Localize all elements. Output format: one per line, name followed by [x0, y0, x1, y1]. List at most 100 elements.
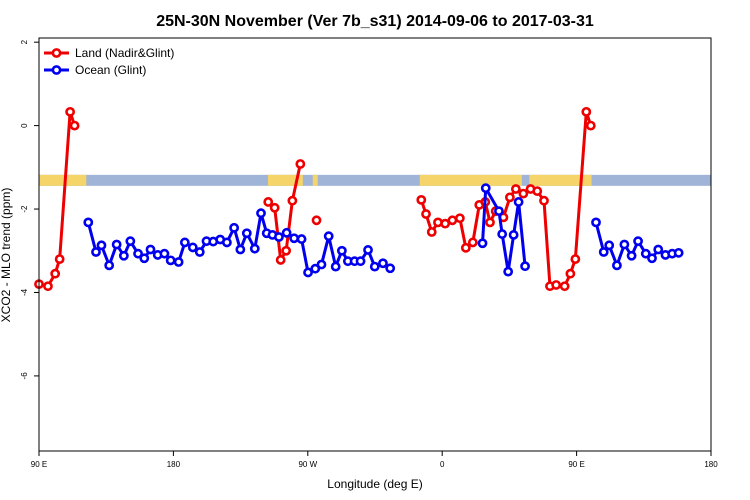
data-point — [604, 240, 615, 251]
data-point — [369, 261, 380, 272]
data-point — [145, 244, 156, 255]
data-point — [69, 120, 80, 131]
y-tick-label: 0 — [20, 123, 29, 128]
ocean-band — [39, 174, 711, 186]
data-point — [363, 245, 373, 255]
y-tick-label: -6 — [20, 372, 29, 380]
land-band-segment — [529, 174, 592, 186]
data-point — [426, 227, 437, 237]
data-point — [494, 206, 504, 217]
data-point — [539, 195, 549, 206]
data-point — [416, 194, 427, 205]
data-point — [50, 268, 61, 279]
legend-marker — [51, 48, 62, 58]
data-point — [139, 253, 150, 264]
data-point — [497, 229, 508, 239]
data-point — [222, 237, 232, 248]
x-axis-label: Longitude (deg E) — [327, 477, 422, 491]
data-point — [626, 250, 637, 261]
data-point — [118, 250, 129, 261]
land-ocean-band — [39, 174, 711, 186]
data-point — [565, 268, 576, 279]
data-point — [477, 238, 488, 249]
data-point — [179, 237, 190, 248]
data-point — [467, 237, 478, 248]
data-point — [570, 254, 581, 265]
legend: Land (Nadir&Glint) Ocean (Glint) — [44, 46, 174, 77]
y-tick-label: 2 — [20, 39, 29, 44]
data-point — [235, 244, 246, 255]
data-point — [287, 195, 298, 206]
legend-marker — [51, 65, 62, 75]
x-tick-label: 180 — [167, 460, 181, 469]
data-point — [311, 215, 322, 226]
y-axis-label: XCO2 - MLO trend (ppm) — [0, 188, 13, 323]
data-point — [316, 259, 327, 270]
data-point — [532, 186, 543, 197]
data-point — [295, 159, 306, 169]
data-point — [263, 197, 274, 207]
data-point — [256, 208, 266, 219]
data-point — [323, 231, 334, 242]
x-tick-label: 0 — [440, 460, 445, 469]
x-tick-label: 90 E — [31, 460, 47, 469]
land-band-segment — [267, 174, 303, 186]
data-point — [91, 247, 101, 257]
data-point — [551, 280, 562, 290]
data-point — [559, 281, 570, 292]
data-point — [173, 257, 184, 267]
legend-label: Ocean (Glint) — [75, 63, 146, 77]
data-point — [513, 197, 524, 207]
data-point — [249, 243, 260, 254]
data-point — [504, 192, 515, 203]
x-axis-ticks: 90 E 180 90 W 0 90 E 180 — [31, 451, 718, 469]
data-point — [281, 245, 292, 256]
y-axis-ticks: 2 0 -2 -4 -6 — [20, 39, 39, 379]
legend-label: Land (Nadir&Glint) — [75, 46, 174, 60]
data-point — [275, 255, 286, 265]
data-point — [510, 184, 521, 194]
data-point — [447, 215, 458, 226]
data-point — [355, 256, 366, 267]
data-point — [289, 233, 300, 244]
land-band-segment — [39, 174, 87, 186]
data-point — [585, 120, 596, 131]
data-point — [518, 188, 529, 199]
data-point — [229, 222, 240, 233]
data-point — [54, 254, 65, 265]
data-point — [581, 106, 592, 117]
data-point — [281, 227, 292, 238]
data-point — [503, 266, 514, 277]
data-point — [65, 106, 76, 117]
land-band-segment — [419, 174, 522, 186]
data-point — [269, 202, 280, 213]
data-point — [640, 248, 651, 259]
data-point — [104, 260, 115, 271]
y-tick-label: -2 — [20, 205, 29, 213]
plot-frame — [38, 37, 712, 452]
x-tick-label: 90 E — [568, 460, 584, 469]
data-point — [619, 239, 630, 250]
data-point — [440, 218, 451, 229]
data-point — [598, 247, 609, 257]
data-point — [385, 263, 396, 274]
data-point — [520, 261, 530, 272]
data-point — [310, 263, 321, 274]
data-point — [165, 255, 176, 266]
data-point — [508, 230, 519, 240]
data-point — [159, 248, 170, 259]
series-group — [34, 106, 684, 292]
data-point — [591, 217, 601, 228]
data-point — [612, 260, 622, 271]
data-point — [125, 236, 136, 247]
data-point — [485, 217, 495, 228]
data-point — [96, 240, 107, 251]
data-point — [633, 236, 643, 247]
data-point — [421, 209, 431, 219]
x-tick-label: 90 W — [298, 460, 317, 469]
y-tick-label: -4 — [20, 288, 29, 296]
chart-title: 25N-30N November (Ver 7b_s31) 2014-09-06… — [156, 13, 594, 30]
x-tick-label: 180 — [704, 460, 718, 469]
data-point — [133, 248, 143, 259]
